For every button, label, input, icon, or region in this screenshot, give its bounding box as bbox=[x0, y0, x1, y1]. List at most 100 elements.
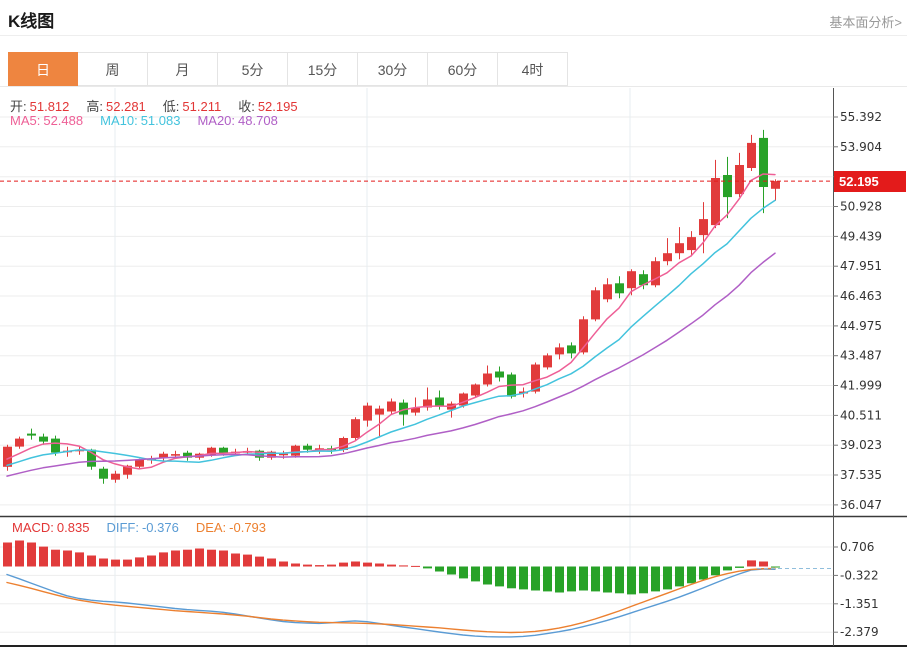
macd-bar-up bbox=[3, 542, 12, 567]
macd-bar-down bbox=[519, 566, 528, 590]
y-axis-label: 37.535 bbox=[840, 468, 882, 482]
candle-down bbox=[495, 371, 504, 378]
tab-day[interactable]: 日 bbox=[8, 52, 78, 86]
candle-down bbox=[567, 345, 576, 354]
macd-bar-down bbox=[699, 566, 708, 580]
macd-bar-down bbox=[687, 566, 696, 584]
ma5-readout: MA5: 52.488 bbox=[10, 113, 84, 128]
y-axis-label: 49.439 bbox=[840, 229, 882, 243]
candle-up bbox=[423, 399, 432, 408]
candle-down bbox=[183, 452, 192, 458]
ma5-line bbox=[6, 173, 776, 470]
macd-bar-up bbox=[39, 546, 48, 567]
candle-up bbox=[699, 219, 708, 236]
macd-bar-down bbox=[567, 566, 576, 592]
y-axis-label: -0.322 bbox=[840, 568, 879, 582]
candle-down bbox=[399, 402, 408, 415]
tab-week[interactable]: 周 bbox=[78, 52, 148, 86]
tab-60min[interactable]: 60分 bbox=[428, 52, 498, 86]
tab-month[interactable]: 月 bbox=[148, 52, 218, 86]
macd-bar-up bbox=[27, 542, 36, 567]
candle-up bbox=[483, 373, 492, 385]
macd-bar-down bbox=[675, 566, 684, 587]
candle-up bbox=[555, 347, 564, 355]
fundamental-analysis-link[interactable]: 基本面分析> bbox=[829, 15, 902, 30]
ohlc-readout: 开: 51.812 高: 52.281 低: 51.211 收: 52.195 bbox=[10, 96, 298, 115]
macd-bar-up bbox=[207, 549, 216, 567]
header-divider bbox=[0, 35, 907, 36]
macd-bar-up bbox=[411, 565, 420, 567]
candle-up bbox=[471, 384, 480, 396]
y-axis-label: -2.379 bbox=[840, 625, 879, 639]
candle-down bbox=[759, 137, 768, 187]
candle-up bbox=[651, 261, 660, 286]
ma20-readout: MA20: 48.708 bbox=[197, 113, 278, 128]
candle-up bbox=[747, 142, 756, 168]
candle-up bbox=[711, 178, 720, 226]
macd-bar-up bbox=[183, 549, 192, 567]
macd-bar-down bbox=[435, 566, 444, 572]
candle-up bbox=[579, 319, 588, 353]
candle-up bbox=[123, 465, 132, 475]
macd-bar-up bbox=[363, 562, 372, 567]
tab-15min[interactable]: 15分 bbox=[288, 52, 358, 86]
macd-bar-up bbox=[327, 564, 336, 567]
candle-up bbox=[411, 407, 420, 413]
macd-bar-up bbox=[147, 555, 156, 567]
tabs-baseline bbox=[0, 86, 907, 87]
candle-down bbox=[39, 436, 48, 442]
y-axis-label: 39.023 bbox=[840, 438, 882, 452]
macd-bar-up bbox=[219, 550, 228, 567]
macd-bar-up bbox=[171, 550, 180, 567]
macd-bar-up bbox=[315, 565, 324, 567]
candle-down bbox=[639, 274, 648, 286]
macd-bar-up bbox=[291, 563, 300, 567]
candle-up bbox=[135, 459, 144, 467]
candle-down bbox=[27, 433, 36, 436]
dea-value-readout: DEA: -0.793 bbox=[195, 520, 267, 535]
macd-bar-down bbox=[663, 566, 672, 590]
tab-30min[interactable]: 30分 bbox=[358, 52, 428, 86]
macd-bar-down bbox=[651, 566, 660, 592]
interval-tabs: 日 周 月 5分 15分 30分 60分 4时 bbox=[8, 52, 568, 86]
dea-line bbox=[6, 567, 776, 634]
high-readout: 高: 52.281 bbox=[86, 99, 146, 114]
macd-bar-down bbox=[735, 566, 744, 568]
low-readout: 低: 51.211 bbox=[162, 99, 222, 114]
candle-up bbox=[3, 446, 12, 467]
macd-bar-up bbox=[255, 556, 264, 567]
candle-down bbox=[615, 283, 624, 294]
y-axis-label: 43.487 bbox=[840, 349, 882, 363]
candle-down bbox=[303, 445, 312, 450]
macd-bar-down bbox=[711, 566, 720, 576]
candle-up bbox=[663, 253, 672, 262]
candle-up bbox=[111, 473, 120, 480]
macd-bar-up bbox=[759, 561, 768, 567]
candle-up bbox=[279, 453, 288, 456]
macd-bar-up bbox=[63, 550, 72, 567]
y-axis-label: 41.999 bbox=[840, 379, 882, 393]
macd-bar-up bbox=[75, 552, 84, 567]
macd-bar-down bbox=[615, 566, 624, 594]
candle-up bbox=[735, 165, 744, 195]
candle-up bbox=[171, 454, 180, 456]
candle-up bbox=[459, 393, 468, 406]
candle-up bbox=[591, 290, 600, 320]
y-axis-label: 50.928 bbox=[840, 200, 882, 214]
candle-up bbox=[159, 453, 168, 458]
macd-bar-up bbox=[375, 563, 384, 567]
macd-bar-up bbox=[747, 560, 756, 567]
macd-bar-up bbox=[51, 549, 60, 567]
macd-bar-down bbox=[471, 566, 480, 582]
tab-5min[interactable]: 5分 bbox=[218, 52, 288, 86]
macd-bar-up bbox=[339, 562, 348, 567]
candle-up bbox=[543, 355, 552, 368]
candle-up bbox=[531, 364, 540, 392]
candle-up bbox=[603, 284, 612, 300]
macd-bar-up bbox=[87, 555, 96, 567]
y-axis-label: 55.392 bbox=[840, 110, 882, 124]
tab-4h[interactable]: 4时 bbox=[498, 52, 568, 86]
candle-up bbox=[207, 447, 216, 455]
macd-bar-up bbox=[195, 548, 204, 567]
candle-up bbox=[15, 438, 24, 447]
